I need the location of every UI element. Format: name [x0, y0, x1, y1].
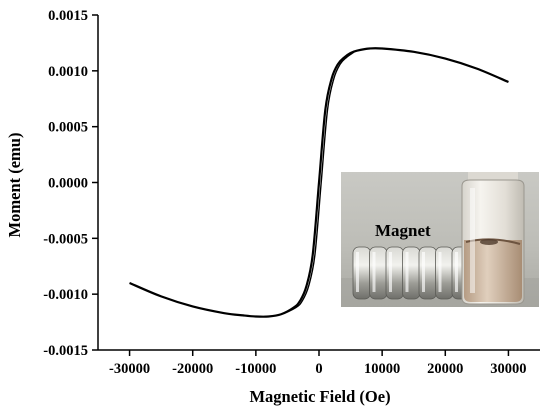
vial-icon	[461, 172, 525, 305]
magnet-stack-icon	[352, 246, 470, 300]
y-axis-title: Moment (emu)	[5, 133, 24, 238]
magnet-disk	[352, 246, 371, 300]
magnet-disk	[418, 246, 437, 300]
x-tick-label: 0	[315, 361, 322, 377]
x-tick-label: -30000	[109, 361, 150, 377]
magnet-disk	[435, 246, 454, 300]
y-tick-label: -0.0005	[43, 231, 88, 247]
x-tick-label: 20000	[427, 361, 463, 377]
y-tick-label: 0.0005	[48, 120, 88, 136]
x-ticks: -30000 -20000 -10000 0 10000 20000 30000	[109, 350, 527, 377]
x-tick-label: 30000	[490, 361, 526, 377]
y-tick-label: -0.0010	[43, 287, 88, 303]
y-tick-label: -0.0015	[43, 343, 88, 359]
magnet-disk-highlight	[422, 252, 425, 292]
magnet-disk-highlight	[389, 252, 392, 292]
y-ticks: -0.0015 -0.0010 -0.0005 0.0000 0.0005 0.0010 0…	[43, 8, 98, 359]
x-axis-title: Magnetic Field (Oe)	[249, 387, 390, 406]
inset-photo: Magnet	[341, 172, 539, 307]
magnet-disk	[385, 246, 404, 300]
magnet-disk-highlight	[356, 252, 359, 292]
x-tick-label: 10000	[364, 361, 400, 377]
magnet-disk-highlight	[438, 252, 442, 292]
magnet-disk	[369, 246, 388, 300]
x-tick-label: -10000	[235, 361, 276, 377]
magnet-disk-highlight	[405, 252, 409, 292]
magnet-label: Magnet	[375, 221, 431, 240]
y-tick-label: 0.0000	[48, 176, 88, 192]
hysteresis-curve-return	[129, 47, 509, 318]
magnet-disk-highlight	[455, 252, 458, 292]
x-tick-label: -20000	[172, 361, 213, 377]
magnet-disk	[402, 246, 421, 300]
y-tick-label: 0.0015	[48, 8, 88, 24]
y-tick-label: 0.0010	[48, 64, 88, 80]
magnet-disk-highlight	[372, 252, 376, 292]
